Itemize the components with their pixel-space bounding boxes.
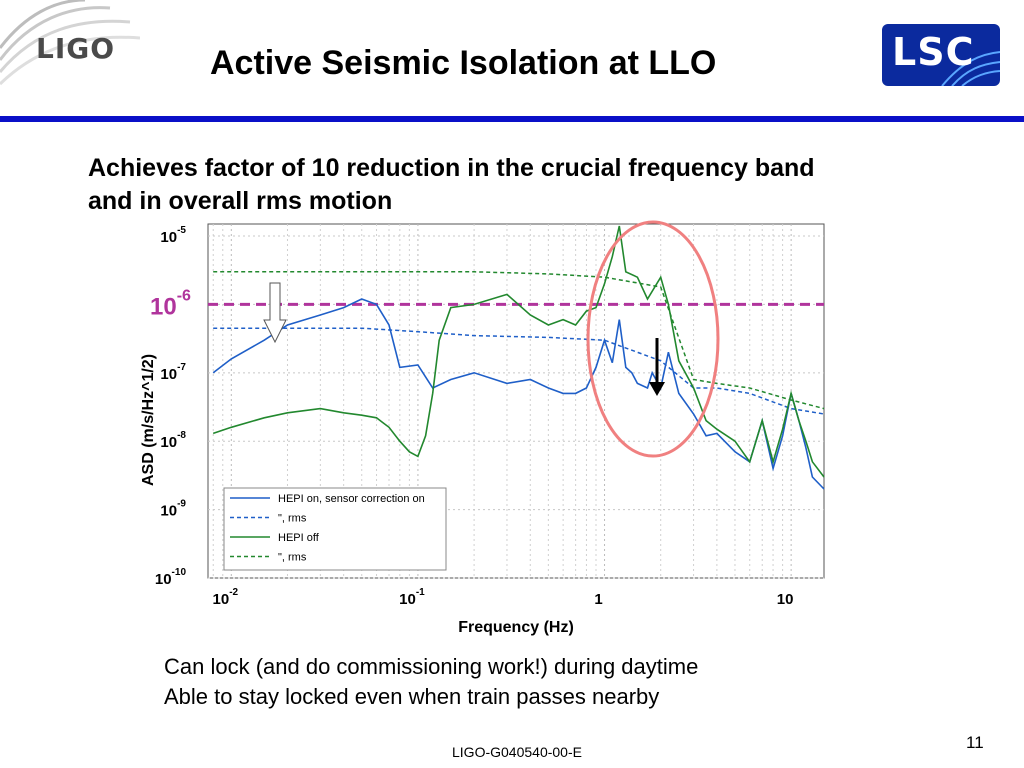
legend-label: HEPI off <box>278 532 320 544</box>
y-tick-exponent: -7 <box>177 362 186 373</box>
x-tick-label: 10-2 <box>213 587 239 608</box>
reference-line-label: 10-6 <box>150 287 191 320</box>
lsc-logo: LSC <box>882 24 1000 86</box>
y-tick-exponent: -8 <box>177 430 186 441</box>
legend-label: ", rms <box>278 513 307 525</box>
note-line-2: Able to stay locked even when train pass… <box>164 684 660 709</box>
x-tick-label: 1 <box>594 591 602 608</box>
x-tick-exponent: -2 <box>229 587 238 598</box>
y-tick-exponent: -5 <box>177 225 186 236</box>
legend: HEPI on, sensor correction on ", rms HEPI … <box>223 487 447 571</box>
y-tick-label: 10-8 <box>160 430 186 451</box>
lsc-logo-text: LSC <box>892 30 975 74</box>
hollow-down-arrow <box>263 282 287 344</box>
y-tick-label: 10-10 <box>155 567 187 588</box>
highlight-ellipse <box>586 220 720 458</box>
header-divider <box>0 116 1024 122</box>
subtitle-line-2: and in overall rms motion <box>88 187 393 215</box>
y-tick-exponent: -9 <box>177 499 186 510</box>
slide-title: Active Seismic Isolation at LLO <box>210 44 717 82</box>
legend-label: ", rms <box>278 552 307 564</box>
reduction-arrow-head <box>649 382 665 396</box>
x-axis-label: Frequency (Hz) <box>458 619 574 636</box>
y-tick-label: 10-7 <box>160 362 186 383</box>
lsc-wave-graphic <box>941 51 1000 86</box>
slide-subtitle: Achieves factor of 10 reduction in the c… <box>88 152 968 218</box>
x-tick-label: 10 <box>777 591 794 608</box>
ligo-logo-text: LIGO <box>36 32 116 65</box>
x-tick-exponent: -1 <box>416 587 425 598</box>
note-line-1: Can lock (and do commissioning work!) du… <box>164 654 699 679</box>
y-tick-exponent: -10 <box>172 567 187 578</box>
ligo-logo: LIGO <box>0 0 140 100</box>
reference-line-exponent: -6 <box>177 287 191 304</box>
footer-doc-id: LIGO-G040540-00-E <box>452 744 582 760</box>
x-tick-label: 10-1 <box>399 587 425 608</box>
legend-label: HEPI on, sensor correction on <box>278 493 425 505</box>
ligo-swirl-graphic <box>0 0 140 86</box>
series-line-1 <box>213 327 825 415</box>
series-line-3 <box>213 271 825 410</box>
subtitle-line-1: Achieves factor of 10 reduction in the c… <box>88 154 815 182</box>
y-tick-label: 10-9 <box>160 499 186 520</box>
page-number: 11 <box>966 733 984 752</box>
notes-block: Can lock (and do commissioning work!) du… <box>164 652 698 712</box>
y-axis-label: ASD (m/s/Hz^1/2) <box>140 354 157 486</box>
annotation-group <box>263 220 720 458</box>
y-tick-label: 10-5 <box>160 225 186 246</box>
